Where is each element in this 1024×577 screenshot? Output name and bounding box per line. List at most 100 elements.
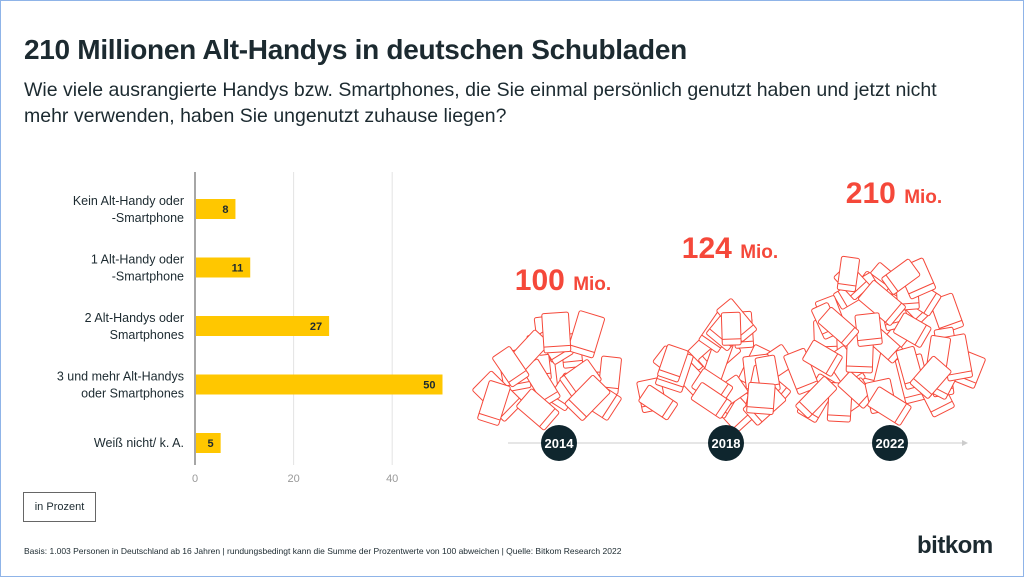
phone-pile-2014	[472, 310, 622, 431]
phone-icon	[492, 346, 530, 388]
category-label: -Smartphone	[112, 211, 184, 225]
phone-bezel	[568, 344, 595, 353]
x-tick-label: 0	[192, 473, 198, 485]
phone-icon	[567, 310, 605, 359]
phone-body	[746, 381, 776, 415]
category-label: Weiß nicht/ k. A.	[94, 436, 184, 450]
phone-body	[638, 384, 678, 421]
phone-icon	[657, 344, 689, 383]
phone-bezel	[539, 408, 556, 427]
value-number: 124	[682, 232, 740, 265]
phone-pile-2018	[636, 298, 796, 433]
phone-bezel	[923, 292, 937, 314]
phone-bezel	[796, 380, 818, 390]
phone-icon	[477, 380, 511, 426]
bar-value-label: 5	[208, 438, 214, 450]
phone-bezel	[601, 394, 618, 418]
phone-bezel	[543, 344, 571, 348]
phone-icon	[817, 307, 860, 347]
phone-bezel	[825, 353, 839, 375]
year-badge	[541, 425, 577, 461]
phone-bezel	[947, 370, 972, 376]
unit-label: in Prozent	[34, 501, 85, 513]
phone-icon	[746, 381, 776, 415]
phone-body	[492, 346, 530, 388]
phone-bezel	[722, 338, 742, 340]
subtitle: Wie viele ausrangierte Handys bzw. Smart…	[24, 79, 937, 127]
value-unit: Mio.	[573, 274, 611, 295]
x-tick-label: 20	[287, 473, 299, 485]
phone-bezel	[930, 400, 953, 413]
category-label: -Smartphone	[112, 270, 184, 284]
phone-bezel	[887, 345, 901, 361]
phone-icon	[795, 376, 837, 419]
phone-body	[690, 382, 732, 419]
phone-body	[817, 307, 860, 347]
unit-box: in Prozent	[23, 492, 96, 522]
phone-body	[881, 258, 921, 295]
phone-body	[541, 311, 572, 354]
value-number: 100	[515, 264, 573, 297]
phone-bezel	[715, 398, 728, 416]
phone-bezel	[850, 280, 867, 297]
phone-body	[477, 380, 511, 426]
phone-bezel	[687, 350, 704, 367]
phone-bezel	[857, 337, 882, 342]
phone-icon	[564, 375, 611, 421]
phone-bezel	[499, 397, 520, 419]
phone-bezel	[568, 399, 587, 418]
phone-icon	[720, 311, 742, 346]
phone-bezel	[746, 406, 774, 410]
value-label: 210 Mio.	[846, 177, 942, 210]
value-label: 100 Mio.	[515, 264, 611, 297]
bar-value-label: 11	[232, 263, 244, 275]
phone-icon	[541, 311, 572, 354]
bar-value-label: 27	[310, 321, 322, 333]
phone-bezel	[563, 359, 583, 363]
phone-body	[836, 255, 860, 293]
timeline-arrow-icon	[962, 440, 968, 446]
phone-bezel	[658, 369, 680, 378]
category-label: 1 Alt-Handy oder	[91, 253, 184, 267]
category-label: Smartphones	[110, 328, 184, 342]
bar	[196, 257, 251, 278]
phone-bezel	[885, 302, 902, 323]
phone-icon	[858, 280, 906, 326]
phone-bezel	[478, 412, 501, 421]
phone-body	[893, 312, 932, 348]
phone-icon	[783, 347, 820, 395]
phone-bezel	[894, 403, 908, 423]
phone-body	[567, 310, 605, 359]
phone-icon	[893, 312, 932, 348]
phone-icon	[836, 255, 860, 293]
year-label: 2018	[712, 436, 741, 451]
phone-bezel	[701, 334, 721, 349]
footnote: Basis: 1.003 Personen in Deutschland ab …	[24, 546, 622, 556]
phone-pile-2022	[783, 255, 986, 426]
phone-bezel	[885, 274, 899, 292]
bar-value-label: 8	[222, 204, 228, 216]
category-label: 2 Alt-Handys oder	[85, 311, 184, 325]
value-unit: Mio.	[904, 187, 942, 208]
bar	[196, 316, 330, 336]
phone-bezel	[908, 282, 934, 295]
phone-body	[795, 376, 837, 419]
phone-bezel	[798, 401, 813, 415]
phone-bezel	[837, 290, 848, 307]
category-label: 3 und mehr Alt-Handys	[57, 370, 184, 384]
phone-bezel	[508, 370, 527, 383]
phone-body	[909, 355, 952, 399]
phone-bezel	[827, 414, 851, 417]
value-number: 210	[846, 177, 904, 210]
category-label: oder Smartphones	[81, 387, 184, 401]
year-label: 2022	[876, 436, 905, 451]
phone-bezel	[939, 319, 963, 329]
phone-body	[858, 280, 906, 326]
bar	[196, 433, 221, 453]
bar-value-label: 50	[423, 380, 435, 392]
phone-body	[867, 386, 912, 426]
phone-body	[564, 375, 611, 421]
phone-body	[720, 311, 742, 346]
phone-bezel	[914, 324, 927, 346]
